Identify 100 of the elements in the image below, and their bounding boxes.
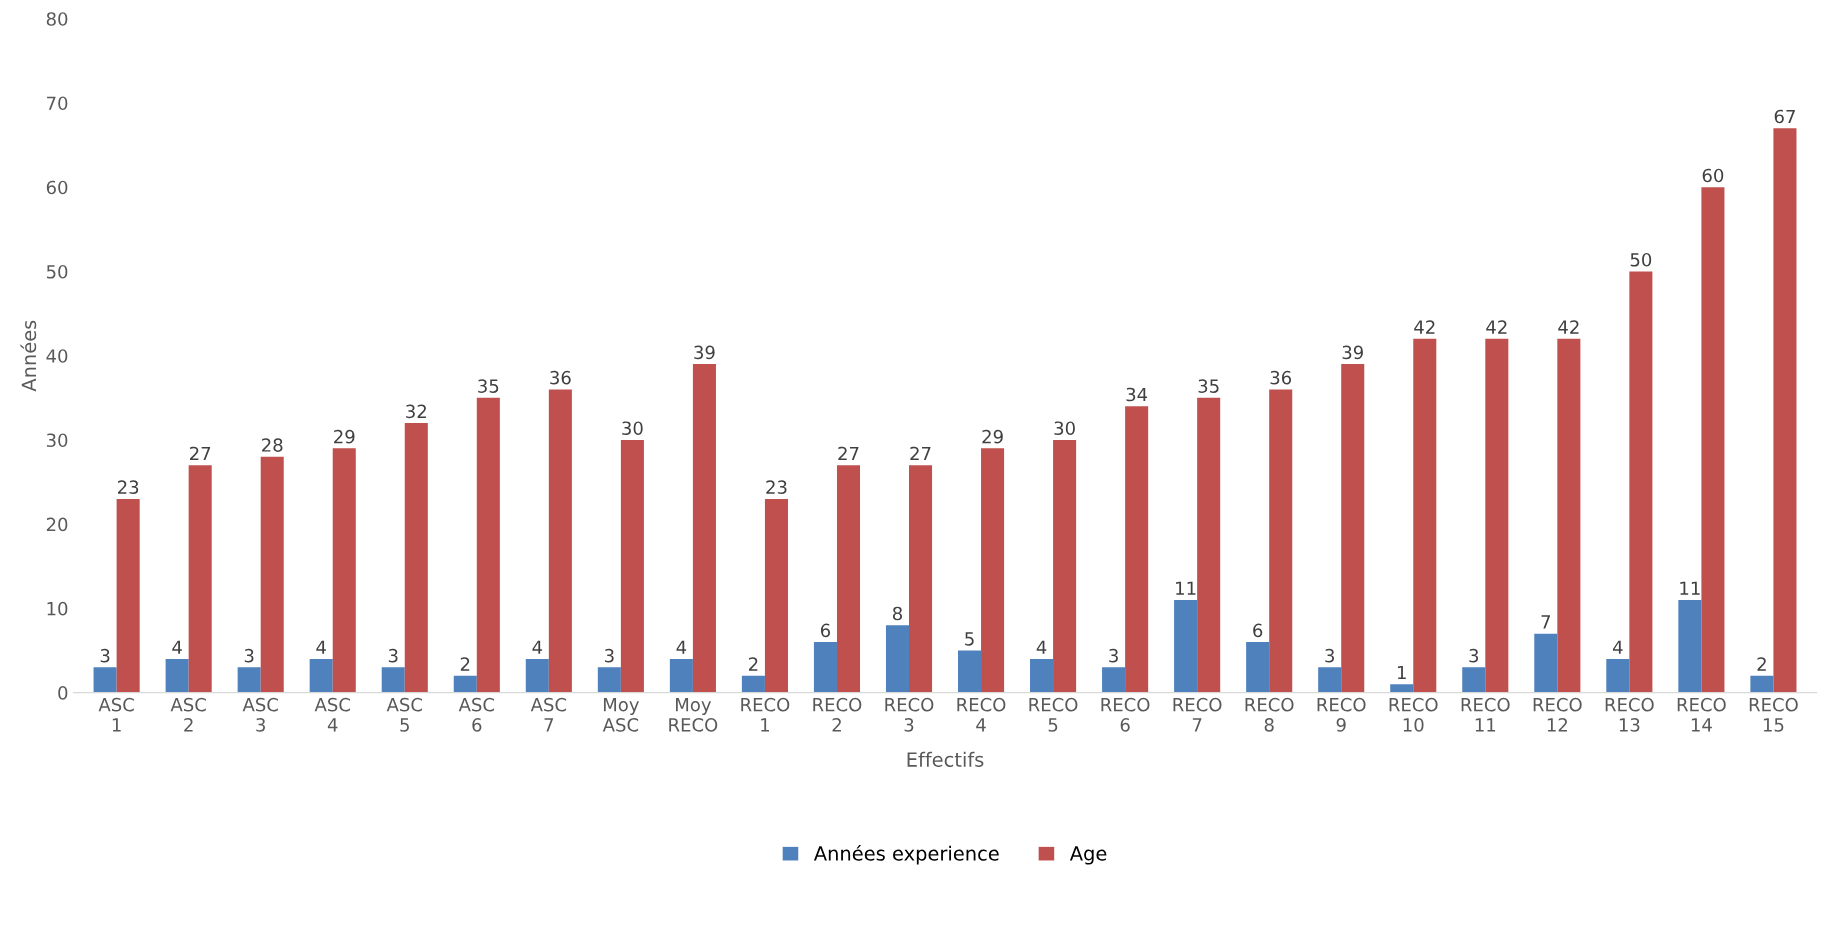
bar <box>813 642 837 693</box>
data-label: 11 <box>1176 581 1196 595</box>
bar <box>332 448 356 693</box>
bar <box>1390 684 1414 693</box>
data-label: 11 <box>1680 581 1700 595</box>
data-label: 3 <box>1109 648 1118 663</box>
data-label: 42 <box>1486 320 1507 334</box>
bar <box>548 389 572 693</box>
x-tick-label: RECO 6 <box>1101 697 1150 732</box>
data-label: 4 <box>172 640 182 654</box>
x-tick-label: ASC 3 <box>242 697 278 732</box>
data-label: 35 <box>1198 379 1219 393</box>
x-tick-label: ASC 4 <box>314 697 350 732</box>
y-tick-label: 80 <box>46 12 68 26</box>
data-label: 36 <box>550 370 571 385</box>
data-label: 29 <box>982 429 1003 444</box>
x-tick-label: RECO 10 <box>1389 697 1438 732</box>
data-label: 42 <box>1414 320 1435 334</box>
data-label: 50 <box>1630 252 1652 267</box>
data-label: 23 <box>117 480 139 494</box>
bar <box>1606 658 1630 693</box>
data-label: 27 <box>910 446 931 461</box>
data-label: 8 <box>892 606 902 621</box>
data-label: 60 <box>1702 168 1724 183</box>
y-axis-title: Années <box>20 320 37 392</box>
bar <box>597 667 621 693</box>
bar <box>525 658 549 693</box>
y-tick-label: 30 <box>46 433 68 448</box>
y-tick-label: 60 <box>46 180 68 195</box>
y-tick-label: 40 <box>46 349 68 363</box>
bar <box>1485 338 1509 693</box>
x-tick-label: ASC 6 <box>458 697 495 732</box>
bar <box>1341 364 1365 693</box>
bar <box>476 397 500 693</box>
x-tick-label: RECO 11 <box>1461 697 1510 732</box>
bar <box>116 498 140 693</box>
bar <box>165 658 189 693</box>
bar <box>981 448 1005 693</box>
bar <box>1197 397 1221 693</box>
data-label: 27 <box>190 446 211 461</box>
y-tick-label: 70 <box>47 96 68 111</box>
bar <box>1462 667 1486 693</box>
data-label: 39 <box>694 345 715 360</box>
x-tick-label: RECO 9 <box>1317 697 1366 732</box>
x-tick-label: RECO 5 <box>1029 697 1078 732</box>
bar <box>309 658 333 693</box>
bar <box>1773 128 1797 693</box>
data-label: 4 <box>532 640 543 654</box>
x-tick-label: RECO 15 <box>1749 697 1798 732</box>
data-label: 4 <box>676 640 687 654</box>
data-label: 5 <box>965 632 974 646</box>
x-tick-label: RECO 7 <box>1173 697 1222 732</box>
data-label: 6 <box>1253 623 1263 638</box>
data-label: 7 <box>1541 615 1550 629</box>
bar <box>669 658 693 693</box>
data-label: 27 <box>838 446 859 461</box>
data-label: 32 <box>406 404 426 419</box>
data-label: 4 <box>316 640 326 654</box>
data-label: 34 <box>1126 387 1148 402</box>
x-tick-label: ASC 5 <box>386 697 422 732</box>
x-tick-label: Moy RECO <box>669 698 718 732</box>
data-label: 1 <box>1397 665 1406 680</box>
bar <box>404 423 428 693</box>
x-tick-label: ASC 2 <box>170 697 206 732</box>
bar <box>260 456 284 693</box>
bar <box>1557 338 1581 693</box>
bar <box>1030 658 1054 693</box>
data-label: 2 <box>460 657 470 671</box>
bar <box>1318 667 1342 693</box>
bar <box>1053 439 1077 693</box>
data-label: 6 <box>820 623 831 638</box>
data-label: 2 <box>1757 657 1766 671</box>
legend-label: Années experience <box>813 844 999 865</box>
bar <box>957 650 982 693</box>
x-tick-label: ASC 1 <box>98 697 134 732</box>
bar <box>453 675 477 693</box>
data-label: 3 <box>1469 648 1479 663</box>
data-label: 2 <box>748 657 758 671</box>
data-label: 30 <box>1054 421 1075 436</box>
bar <box>1413 338 1437 693</box>
bar <box>1678 599 1702 693</box>
bar <box>1629 271 1653 693</box>
x-tick-label: RECO 13 <box>1605 697 1654 732</box>
x-tick-label: ASC 7 <box>530 697 567 732</box>
x-tick-label: RECO 1 <box>741 697 790 732</box>
x-axis-title: Effectifs <box>907 751 984 767</box>
bar <box>1750 675 1774 693</box>
data-label: 3 <box>100 648 110 663</box>
bar <box>381 667 405 693</box>
data-label: 4 <box>1036 640 1047 654</box>
bar <box>1125 406 1149 693</box>
x-tick-label: RECO 12 <box>1533 697 1582 732</box>
data-label: 3 <box>244 648 254 663</box>
data-label: 4 <box>1612 640 1623 654</box>
x-tick-label: RECO 14 <box>1677 697 1726 732</box>
bar <box>1246 642 1270 693</box>
data-label: 30 <box>622 421 643 436</box>
data-label: 3 <box>604 648 614 663</box>
data-label: 23 <box>766 480 787 494</box>
data-label: 42 <box>1558 320 1579 334</box>
